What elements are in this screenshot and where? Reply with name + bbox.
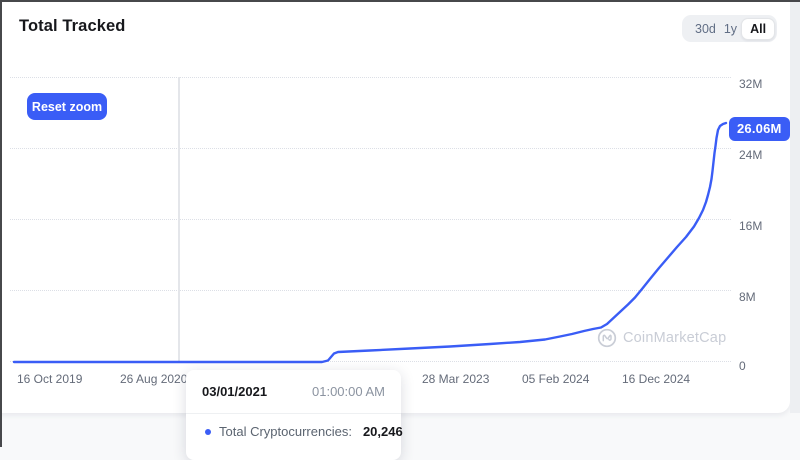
gridline-16m	[10, 219, 731, 220]
tooltip-header: 03/01/2021 01:00:00 AM	[186, 370, 401, 413]
page-background-strip	[790, 0, 800, 413]
x-axis-label-1: 16 Oct 2019	[17, 372, 83, 386]
tooltip-series-value: 20,246	[362, 424, 403, 439]
x-axis-label-3: 28 Mar 2023	[422, 372, 490, 386]
gridline-32m	[10, 77, 731, 78]
chart-tooltip: 03/01/2021 01:00:00 AM Total Cryptocurre…	[186, 370, 403, 460]
frame-top-edge	[0, 0, 800, 2]
reset-zoom-button[interactable]: Reset zoom	[27, 93, 107, 120]
current-value-badge: 26.06M	[729, 117, 790, 141]
y-axis-label-16m: 16M	[739, 219, 763, 233]
tooltip-series-label: Total Cryptocurrencies:	[219, 424, 352, 439]
page-title: Total Tracked	[19, 17, 126, 35]
x-axis-label-2: 26 Aug 2020	[120, 372, 188, 386]
y-axis-label-32m: 32M	[739, 77, 763, 91]
tooltip-date: 03/01/2021	[202, 384, 268, 399]
coinmarketcap-logo-icon	[597, 328, 617, 348]
x-axis-label-4: 05 Feb 2024	[522, 372, 590, 386]
screenshot-stage: Total Tracked 30d 1y All Reset zoom Coin…	[0, 0, 800, 447]
chart-card	[0, 0, 790, 413]
series-bullet-icon	[205, 428, 211, 435]
range-option-all[interactable]: All	[741, 17, 776, 40]
range-option-1y[interactable]: 1y	[723, 21, 738, 36]
x-axis-label-5: 16 Dec 2024	[622, 372, 691, 386]
gridline-8m	[10, 290, 731, 291]
y-axis-label-8m: 8M	[739, 290, 756, 304]
y-axis-label-24m: 24M	[739, 148, 763, 162]
gridline-0	[10, 361, 731, 362]
y-axis-label-0: 0	[739, 359, 746, 373]
frame-left-edge	[0, 0, 2, 447]
crosshair-line	[178, 77, 180, 361]
tooltip-time: 01:00:00 AM	[312, 384, 385, 399]
gridline-24m	[10, 148, 731, 149]
watermark: CoinMarketCap	[597, 328, 726, 348]
time-range-selector: 30d 1y All	[682, 15, 777, 42]
watermark-text: CoinMarketCap	[623, 330, 727, 346]
range-option-30d[interactable]: 30d	[695, 21, 716, 36]
tooltip-body: Total Cryptocurrencies: 20,246	[186, 413, 403, 439]
